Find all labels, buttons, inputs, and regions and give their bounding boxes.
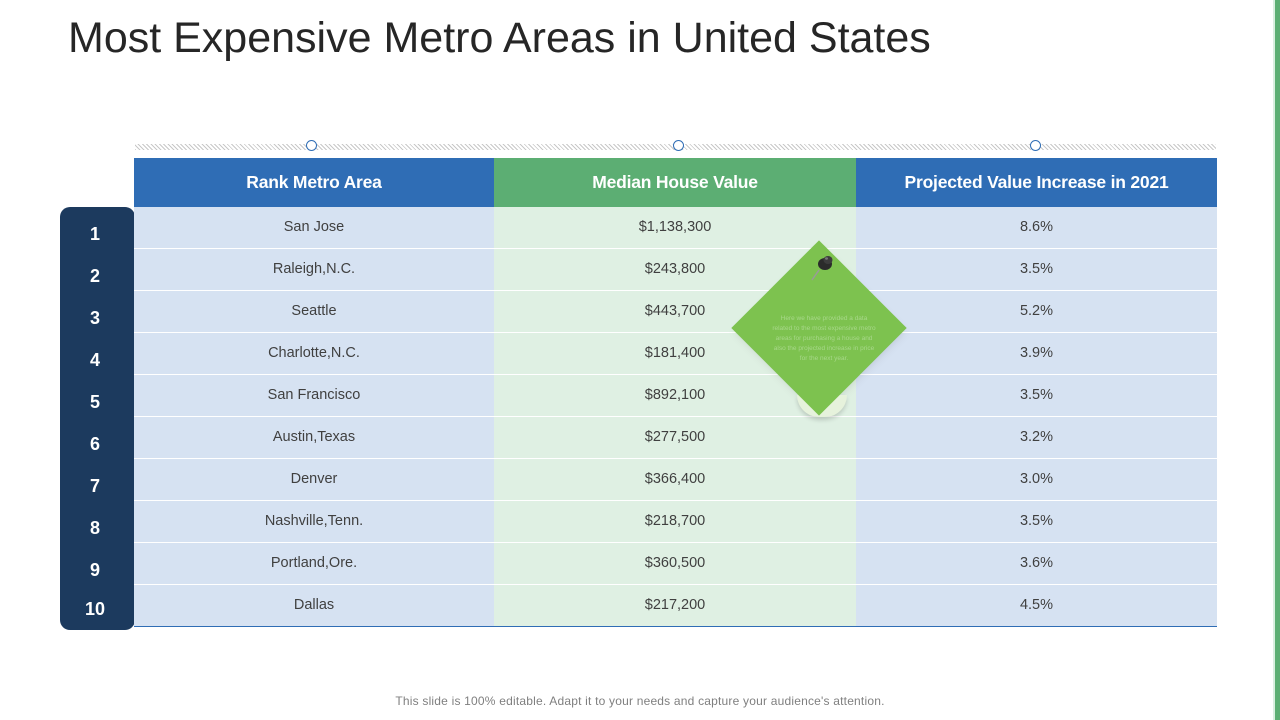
cell-median-value: $218,700 [644, 513, 706, 529]
rank-number: 10 [84, 599, 106, 619]
table-row: Seattle $443,700 5.2% [134, 291, 1217, 333]
column-marker-2 [673, 140, 684, 151]
cell-median-value: $217,200 [644, 597, 706, 613]
cell-projected-increase: 3.5% [1019, 387, 1054, 403]
cell-projected-increase: 3.5% [1019, 513, 1054, 529]
cell-metro-area: Nashville,Tenn. [264, 513, 364, 529]
cell-projected-increase: 3.0% [1019, 471, 1054, 487]
cell-median-value: $243,800 [644, 261, 706, 277]
rank-number: 9 [89, 560, 100, 580]
table-row: San Francisco $892,100 3.5% [134, 375, 1217, 417]
cell-projected-increase: 3.5% [1019, 261, 1054, 277]
cell-median-value: $892,100 [644, 387, 706, 403]
table-row: Dallas $217,200 4.5% [134, 585, 1217, 627]
sticky-note-text: Here we have provided a data related to … [772, 315, 876, 362]
rank-number: 8 [89, 518, 100, 538]
header-projected-increase: Projected Value Increase in 2021 [856, 158, 1217, 207]
cell-median-value: $277,500 [644, 429, 706, 445]
cell-median-value: $366,400 [644, 471, 706, 487]
rank-number: 4 [89, 350, 100, 370]
table-row: Nashville,Tenn. $218,700 3.5% [134, 501, 1217, 543]
table-row: San Jose $1,138,300 8.6% [134, 207, 1217, 249]
cell-projected-increase: 3.2% [1019, 429, 1054, 445]
cell-projected-increase: 8.6% [1019, 219, 1054, 235]
accent-bar-light [1273, 0, 1275, 720]
cell-metro-area: Austin,Texas [272, 429, 356, 445]
rank-number: 1 [89, 224, 100, 244]
cell-metro-area: Dallas [293, 597, 335, 613]
table-row: Charlotte,N.C. $181,400 3.9% [134, 333, 1217, 375]
cell-projected-increase: 3.6% [1019, 555, 1054, 571]
table-row: Raleigh,N.C. $243,800 3.5% [134, 249, 1217, 291]
table-row: Denver $366,400 3.0% [134, 459, 1217, 501]
rank-number: 6 [89, 434, 100, 454]
header-median-house-value: Median House Value [494, 158, 856, 207]
rank-number: 3 [89, 308, 100, 328]
accent-bar [1275, 0, 1280, 720]
column-marker-1 [306, 140, 317, 151]
cell-metro-area: Seattle [291, 303, 337, 319]
rank-number: 5 [89, 392, 100, 412]
cell-projected-increase: 4.5% [1019, 597, 1054, 613]
cell-median-value: $181,400 [644, 345, 706, 361]
cell-median-value: $360,500 [644, 555, 706, 571]
rank-column: 1 2 3 4 5 6 7 8 9 10 [60, 207, 135, 630]
cell-metro-area: Portland,Ore. [270, 555, 358, 571]
column-marker-3 [1030, 140, 1041, 151]
table-row: Austin,Texas $277,500 3.2% [134, 417, 1217, 459]
cell-projected-increase: 5.2% [1019, 303, 1054, 319]
rank-number: 2 [89, 266, 100, 286]
cell-metro-area: Denver [290, 471, 338, 487]
header-rank-metro-area: Rank Metro Area [134, 158, 494, 207]
cell-median-value: $1,138,300 [638, 219, 712, 235]
cell-projected-increase: 3.9% [1019, 345, 1054, 361]
rank-number: 7 [89, 476, 100, 496]
cell-metro-area: Charlotte,N.C. [268, 345, 360, 361]
column-background-increase [856, 207, 1217, 627]
column-background-area [134, 207, 494, 627]
table-row: Portland,Ore. $360,500 3.6% [134, 543, 1217, 585]
cell-metro-area: San Jose [283, 219, 345, 235]
footer-note: This slide is 100% editable. Adapt it to… [395, 694, 885, 708]
cell-metro-area: Raleigh,N.C. [272, 261, 356, 277]
cell-metro-area: San Francisco [267, 387, 361, 403]
page-title: Most Expensive Metro Areas in United Sta… [68, 14, 931, 62]
pushpin-icon [811, 256, 833, 281]
cell-median-value: $443,700 [644, 303, 706, 319]
